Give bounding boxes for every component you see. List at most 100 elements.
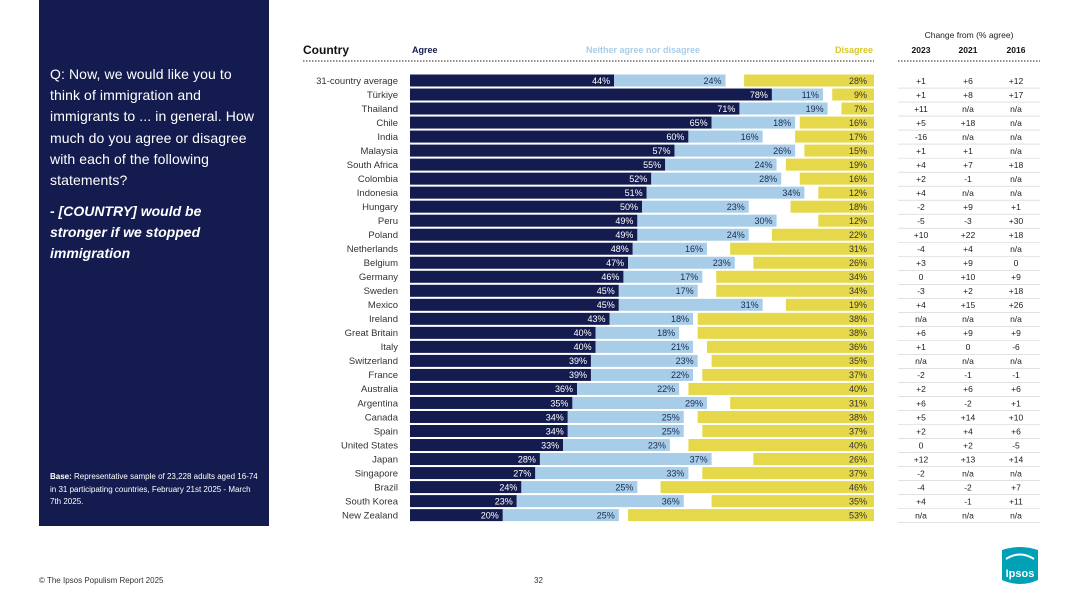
disagree-value: 16% [849,174,867,184]
change-value: -1 [1012,370,1020,380]
change-value: n/a [1010,244,1022,254]
disagree-value: 34% [849,272,867,282]
disagree-bar [790,200,874,213]
change-value: +2 [916,384,926,394]
change-value: -4 [917,482,925,492]
agree-value: 46% [601,272,619,282]
change-value: n/a [1010,104,1022,114]
change-value: -3 [964,216,972,226]
disagree-value: 26% [849,258,867,268]
change-value: -6 [1012,342,1020,352]
change-value: +15 [961,300,976,310]
agree-bar [410,382,578,395]
agree-value: 23% [495,496,513,506]
agree-value: 28% [518,454,536,464]
base-text: Representative sample of 23,228 adults a… [50,472,258,506]
neither-bar [646,186,805,199]
country-label: Thailand [362,104,398,115]
neither-bar [502,509,619,522]
neither-bar [674,144,796,157]
neither-bar [595,340,694,353]
change-value: +10 [914,230,929,240]
disagree-value: 12% [849,216,867,226]
country-label: Peru [378,216,398,227]
disagree-bar [753,256,874,269]
agree-value: 45% [597,300,615,310]
neither-value: 33% [666,468,684,478]
change-value: +9 [963,202,973,212]
agree-bar [410,214,638,227]
disagree-bar [702,368,874,381]
neither-bar [665,158,777,171]
question-text: Q: Now, we would like you to think of im… [50,66,255,189]
disagree-value: 19% [849,300,867,310]
neither-bar [771,88,823,101]
country-column-header: Country [303,43,349,57]
agree-value: 57% [652,146,670,156]
neither-bar [628,256,735,269]
change-value: +5 [916,412,926,422]
change-value: -1 [964,174,972,184]
neither-bar [577,382,680,395]
change-value: +4 [963,426,973,436]
country-label: Argentina [357,398,398,409]
change-value: n/a [1010,132,1022,142]
agree-value: 40% [574,328,592,338]
agree-value: 33% [541,440,559,450]
country-label: South Korea [345,496,399,507]
change-value: +2 [916,426,926,436]
change-value: n/a [1010,174,1022,184]
neither-value: 19% [806,104,824,114]
change-value: -1 [964,370,972,380]
country-label: Ireland [369,314,398,325]
neither-bar [618,298,763,311]
change-value: +30 [1009,216,1024,226]
change-value: -5 [917,216,925,226]
change-value: 0 [966,342,971,352]
disagree-value: 38% [849,412,867,422]
disagree-bar [628,509,874,522]
change-value: -4 [917,244,925,254]
change-value: +6 [963,76,973,86]
neither-value: 11% [802,90,819,100]
disagree-bar [716,284,874,297]
change-value: +10 [961,272,976,282]
disagree-value: 35% [849,356,867,366]
change-value: +12 [914,454,929,464]
country-label: United States [341,440,398,451]
country-label: Canada [365,412,399,423]
disagree-bar [753,453,874,466]
change-value: +26 [1009,300,1024,310]
agree-value: 78% [750,90,768,100]
disagree-value: 26% [849,454,867,464]
agree-bar [410,298,619,311]
change-value: n/a [1010,468,1022,478]
change-value: n/a [962,510,974,520]
change-value: 0 [919,272,924,282]
agree-value: 20% [481,510,499,520]
disagree-bar [785,298,874,311]
country-label: Malaysia [361,146,399,157]
disagree-value: 16% [849,118,867,128]
change-value: -5 [1012,440,1020,450]
change-value: +13 [961,454,976,464]
country-label: Indonesia [357,188,399,199]
agree-value: 34% [546,412,564,422]
disagree-bar [697,326,874,339]
change-value: +4 [916,300,926,310]
disagree-value: 15% [849,146,867,156]
change-value: +1 [916,90,926,100]
disagree-bar [711,354,874,367]
agree-value: 43% [588,314,606,324]
agree-bar [410,270,624,283]
agree-bar [410,453,540,466]
neither-value: 36% [662,496,680,506]
change-value: n/a [1010,146,1022,156]
change-value: +2 [963,286,973,296]
neither-value: 31% [741,300,759,310]
disagree-bar [660,481,874,494]
country-label: Singapore [355,468,398,479]
neither-bar [632,242,707,255]
agree-value: 36% [555,384,573,394]
legend-disagree: Disagree [835,45,873,55]
